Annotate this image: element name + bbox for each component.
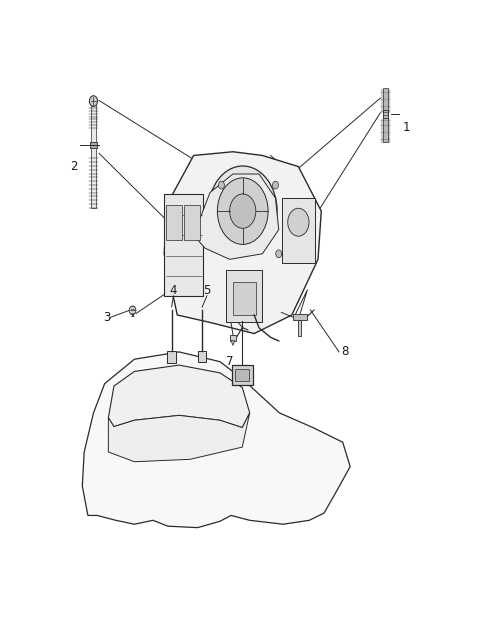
Bar xyxy=(91,105,96,208)
Bar xyxy=(384,88,387,142)
Bar xyxy=(164,195,204,297)
Polygon shape xyxy=(108,365,250,427)
Bar xyxy=(232,365,252,385)
Text: 6: 6 xyxy=(248,285,255,297)
Circle shape xyxy=(229,194,256,228)
Text: 3: 3 xyxy=(103,311,110,324)
Polygon shape xyxy=(231,340,235,346)
Bar xyxy=(229,335,236,340)
Bar xyxy=(166,205,182,240)
Bar xyxy=(282,198,315,263)
Circle shape xyxy=(217,178,268,244)
Circle shape xyxy=(218,181,225,189)
Bar xyxy=(198,351,206,362)
Bar xyxy=(184,205,200,240)
Bar xyxy=(293,314,307,320)
Text: 8: 8 xyxy=(341,346,348,358)
Bar xyxy=(90,142,97,148)
Bar xyxy=(233,281,256,315)
Bar xyxy=(235,369,250,381)
Text: 4: 4 xyxy=(170,285,177,297)
Circle shape xyxy=(288,209,309,236)
Circle shape xyxy=(208,166,277,256)
Text: 1: 1 xyxy=(402,121,410,134)
Bar xyxy=(227,271,263,323)
Circle shape xyxy=(89,96,97,107)
Text: 7: 7 xyxy=(226,355,233,368)
Bar xyxy=(383,110,388,117)
Text: 5: 5 xyxy=(203,285,211,297)
Circle shape xyxy=(276,250,282,257)
Circle shape xyxy=(273,181,278,189)
Polygon shape xyxy=(164,152,321,333)
Bar xyxy=(299,320,301,336)
Polygon shape xyxy=(108,413,250,462)
Polygon shape xyxy=(193,174,279,259)
Polygon shape xyxy=(83,352,350,527)
Text: 2: 2 xyxy=(71,160,78,173)
Bar xyxy=(167,351,176,363)
Circle shape xyxy=(129,306,136,315)
